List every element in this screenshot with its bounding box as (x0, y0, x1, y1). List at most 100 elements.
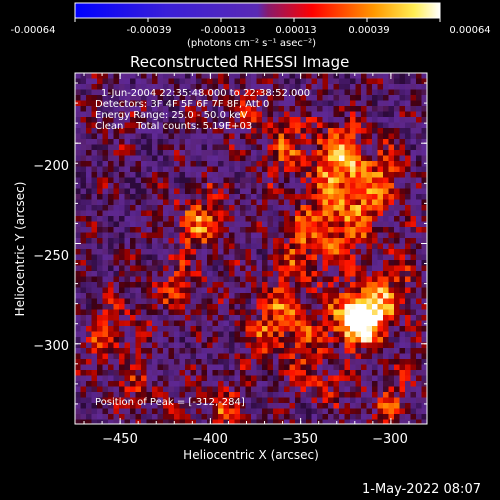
heatmap-cell (328, 211, 334, 217)
heatmap-cell (75, 84, 81, 90)
heatmap-cell (81, 420, 87, 426)
heatmap-cell (163, 233, 169, 239)
heatmap-cell (163, 409, 169, 415)
x-axis-label: Heliocentric X (arcsec) (183, 448, 319, 462)
heatmap-cell (163, 354, 169, 360)
heatmap-cell (284, 403, 290, 409)
heatmap-cell (295, 420, 301, 426)
heatmap-cell (196, 348, 202, 354)
heatmap-cell (218, 381, 224, 387)
heatmap-cell (202, 205, 208, 211)
heatmap-cell (268, 376, 274, 382)
heatmap-cell (103, 282, 109, 288)
heatmap-cell (213, 310, 219, 316)
heatmap-cell (86, 414, 92, 420)
heatmap-cell (323, 128, 329, 134)
heatmap-cell (284, 216, 290, 222)
heatmap-cell (169, 255, 175, 261)
heatmap-cell (372, 343, 378, 349)
heatmap-cell (169, 271, 175, 277)
heatmap-cell (400, 293, 406, 299)
heatmap-cell (114, 321, 120, 327)
heatmap-cell (295, 211, 301, 217)
heatmap-cell (152, 359, 158, 365)
heatmap-cell (334, 359, 340, 365)
heatmap-cell (389, 304, 395, 310)
heatmap-cell (262, 315, 268, 321)
heatmap-cell (97, 222, 103, 228)
heatmap-cell (92, 277, 98, 283)
heatmap-cell (108, 161, 114, 167)
heatmap-cell (141, 293, 147, 299)
heatmap-cell (378, 167, 384, 173)
heatmap-cell (416, 222, 422, 228)
heatmap-cell (345, 409, 351, 415)
heatmap-cell (196, 337, 202, 343)
heatmap-cell (108, 134, 114, 140)
heatmap-cell (367, 128, 373, 134)
heatmap-cell (345, 167, 351, 173)
heatmap-cell (273, 348, 279, 354)
heatmap-cell (378, 370, 384, 376)
heatmap-cell (405, 145, 411, 151)
heatmap-cell (81, 365, 87, 371)
heatmap-cell (378, 249, 384, 255)
heatmap-cell (213, 409, 219, 415)
heatmap-cell (400, 134, 406, 140)
heatmap-cell (196, 211, 202, 217)
heatmap-cell (257, 414, 263, 420)
heatmap-cell (196, 244, 202, 250)
heatmap-cell (312, 117, 318, 123)
heatmap-cell (185, 183, 191, 189)
heatmap-cell (251, 79, 257, 85)
heatmap-cell (262, 359, 268, 365)
heatmap-cell (273, 106, 279, 112)
heatmap-cell (262, 227, 268, 233)
heatmap-cell (400, 161, 406, 167)
heatmap-cell (389, 354, 395, 360)
heatmap-cell (290, 403, 296, 409)
heatmap-cell (86, 282, 92, 288)
heatmap-cell (400, 238, 406, 244)
heatmap-cell (394, 172, 400, 178)
heatmap-cell (108, 271, 114, 277)
heatmap-cell (246, 200, 252, 206)
heatmap-cell (268, 211, 274, 217)
heatmap-cell (257, 315, 263, 321)
heatmap-cell (339, 376, 345, 382)
heatmap-cell (125, 172, 131, 178)
heatmap-cell (92, 90, 98, 96)
heatmap-cell (290, 145, 296, 151)
heatmap-cell (367, 117, 373, 123)
heatmap-cell (180, 337, 186, 343)
heatmap-cell (279, 167, 285, 173)
heatmap-cell (180, 73, 186, 79)
heatmap-cell (257, 398, 263, 404)
heatmap-cell (130, 326, 136, 332)
heatmap-cell (196, 271, 202, 277)
heatmap-cell (284, 194, 290, 200)
heatmap-cell (97, 178, 103, 184)
heatmap-cell (240, 282, 246, 288)
heatmap-cell (81, 183, 87, 189)
heatmap-cell (213, 79, 219, 85)
heatmap-cell (394, 348, 400, 354)
heatmap-cell (86, 249, 92, 255)
heatmap-cell (411, 205, 417, 211)
heatmap-cell (350, 260, 356, 266)
heatmap-cell (202, 79, 208, 85)
heatmap-cell (114, 189, 120, 195)
heatmap-cell (152, 299, 158, 305)
heatmap-cell (213, 420, 219, 426)
heatmap-cell (136, 189, 142, 195)
heatmap-cell (97, 326, 103, 332)
heatmap-cell (279, 216, 285, 222)
heatmap-cell (400, 271, 406, 277)
heatmap-cell (389, 420, 395, 426)
heatmap-cell (158, 299, 164, 305)
heatmap-cell (235, 310, 241, 316)
heatmap-cell (334, 403, 340, 409)
heatmap-cell (389, 321, 395, 327)
heatmap-cell (103, 293, 109, 299)
heatmap-cell (339, 266, 345, 272)
